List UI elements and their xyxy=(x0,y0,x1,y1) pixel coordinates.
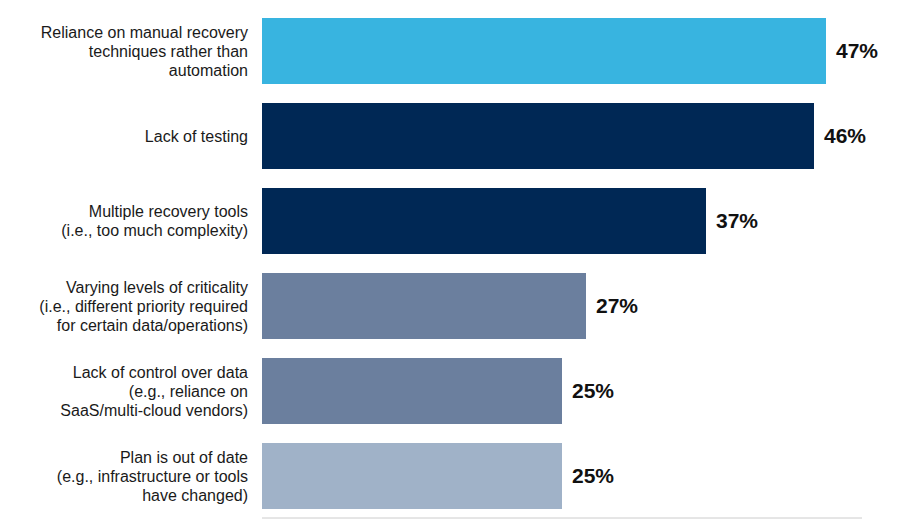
svg-text:47%: 47% xyxy=(836,39,878,62)
svg-text:Multiple recovery tools(i.e.,: Multiple recovery tools(i.e., too much c… xyxy=(61,203,248,239)
svg-text:27%: 27% xyxy=(596,294,638,317)
svg-text:Lack of control over data(e.g.: Lack of control over data(e.g., reliance… xyxy=(60,363,248,418)
svg-text:Varying levels of criticality(: Varying levels of criticality(i.e., diff… xyxy=(39,278,248,333)
svg-text:37%: 37% xyxy=(716,209,758,232)
svg-text:25%: 25% xyxy=(572,379,614,402)
svg-text:Plan is out of date(e.g., infr: Plan is out of date(e.g., infrastructure… xyxy=(57,448,248,503)
svg-text:Reliance on manual recoverytec: Reliance on manual recoverytechniques ra… xyxy=(41,23,248,78)
svg-text:25%: 25% xyxy=(572,464,614,487)
svg-text:Lack of testing: Lack of testing xyxy=(145,127,248,144)
svg-text:46%: 46% xyxy=(824,124,866,147)
